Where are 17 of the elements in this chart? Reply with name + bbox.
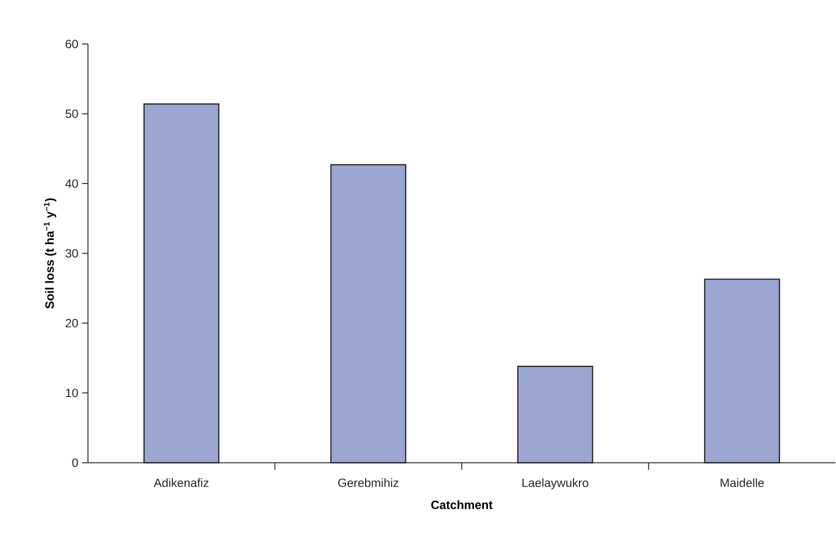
y-tick-label: 10	[66, 388, 78, 398]
y-tick-label: 40	[65, 179, 78, 188]
bar	[704, 278, 780, 464]
x-tick-label: Gerebmihiz	[338, 478, 398, 488]
bar	[330, 164, 406, 464]
x-tick-label: Adikenafiz	[154, 478, 208, 488]
x-tick-label: Laelaywukro	[522, 478, 588, 490]
y-tick-label: 50	[66, 110, 78, 118]
y-tick-label: 60	[66, 40, 78, 48]
bar	[517, 366, 594, 464]
y-tick-label: 30	[66, 249, 78, 258]
y-tick-label: 20	[66, 319, 78, 328]
y-axis-title: Soil loss (t ha$^{−1}$ y$^{−1}$)	[44, 198, 56, 309]
x-tick-label: Maidelle	[720, 478, 764, 488]
bar	[143, 104, 220, 464]
y-tick-label: 0	[72, 458, 78, 468]
x-axis-title: Catchment	[431, 500, 493, 510]
